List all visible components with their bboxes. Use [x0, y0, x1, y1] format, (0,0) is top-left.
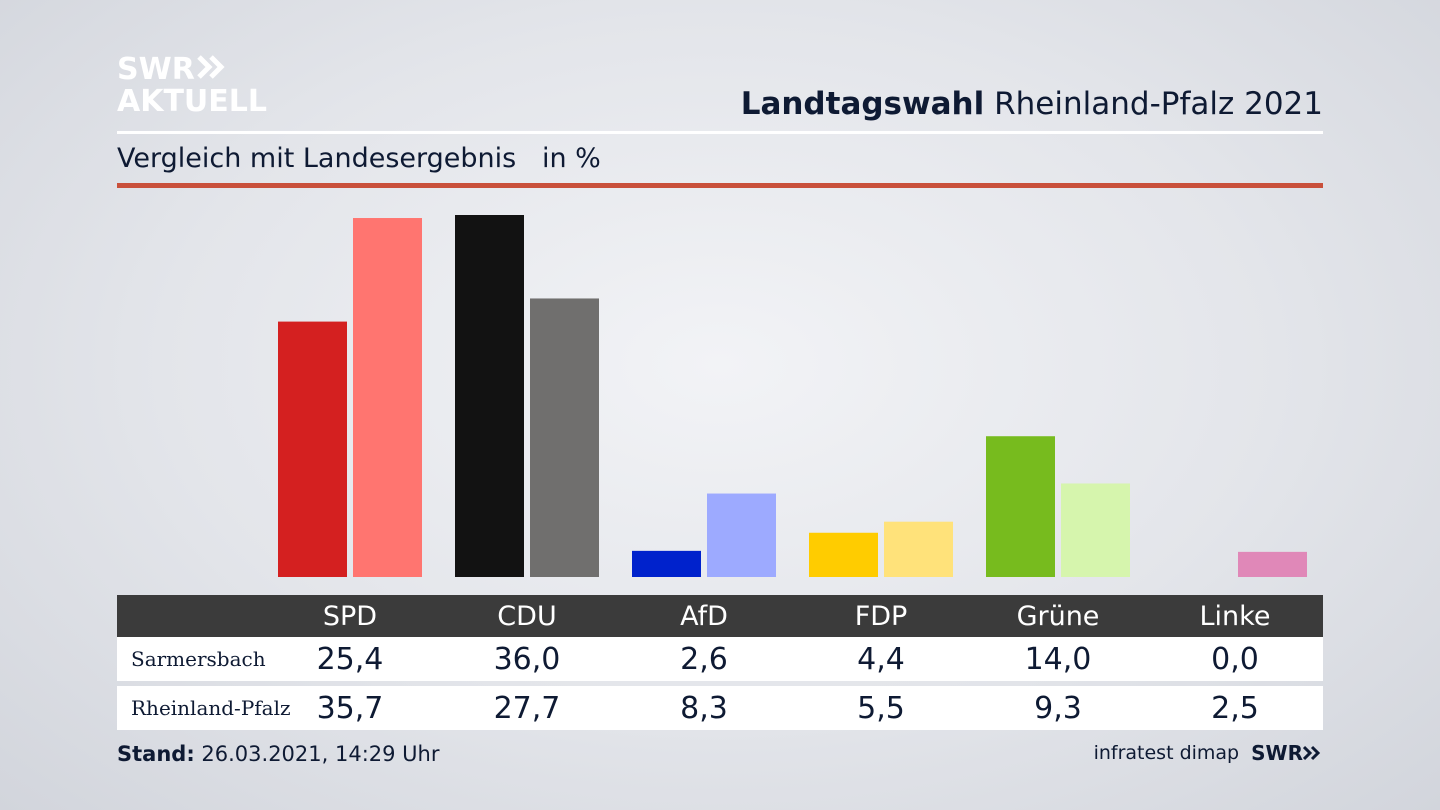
bar-spd-sarmersbach [278, 321, 347, 577]
column-header-linke: Linke [1199, 600, 1271, 632]
table-cell-linke: 0,0 [1211, 641, 1259, 677]
bar-spd-rheinland-pfalz [353, 218, 422, 577]
table-cell-cdu: 36,0 [493, 641, 561, 677]
source-credit: infratest dimap SWR [1094, 741, 1323, 765]
table-row-sarmersbach: Sarmersbach 25,4 36,0 2,6 4,4 14,0 0,0 [117, 637, 1323, 681]
bar-fdp-rheinland-pfalz [884, 521, 953, 577]
header-divider [117, 131, 1323, 134]
swr-brand: SWR [1251, 741, 1323, 765]
title-rest: Rheinland-Pfalz 2021 [984, 86, 1323, 122]
table-cell-fdp: 4,4 [857, 641, 905, 677]
bar-cdu-sarmersbach [455, 215, 524, 577]
swr-brand-text: SWR [1251, 741, 1303, 765]
table-cell-afd: 2,6 [680, 641, 728, 677]
page-title: Landtagswahl Rheinland-Pfalz 2021 [741, 86, 1323, 122]
table-cell-spd: 35,7 [316, 690, 384, 726]
table-cell-fdp: 5,5 [857, 690, 905, 726]
bar-cdu-rheinland-pfalz [530, 298, 599, 577]
stand-value: 26.03.2021, 14:29 Uhr [194, 742, 440, 766]
logo-swr-text: SWR [117, 52, 195, 87]
table-cell-afd: 8,3 [680, 690, 728, 726]
table-row-rheinland-pfalz: Rheinland-Pfalz 35,7 27,7 8,3 5,5 9,3 2,5 [117, 686, 1323, 730]
column-header-afd: AfD [680, 600, 728, 632]
accent-rule [117, 183, 1323, 188]
row-label: Rheinland-Pfalz [131, 696, 291, 720]
bar-afd-sarmersbach [632, 550, 701, 577]
bar-grüne-sarmersbach [986, 436, 1055, 577]
bar-grüne-rheinland-pfalz [1061, 483, 1130, 577]
column-header-spd: SPD [322, 600, 378, 632]
source-text: infratest dimap [1093, 742, 1240, 764]
stand-label: Stand: [117, 742, 195, 766]
table-cell-grüne: 14,0 [1024, 641, 1092, 677]
results-table: SPD CDU AfD FDP Grüne Linke Sarmersbach 25,4 3… [117, 595, 1323, 730]
table-cell-spd: 25,4 [316, 641, 384, 677]
table-cell-linke: 2,5 [1211, 690, 1259, 726]
timestamp: Stand: 26.03.2021, 14:29 Uhr [117, 742, 440, 766]
table-header: SPD CDU AfD FDP Grüne Linke [117, 595, 1323, 637]
column-header-fdp: FDP [854, 600, 908, 632]
double-chevron-icon [1303, 745, 1321, 761]
bar-linke-rheinland-pfalz [1238, 551, 1307, 577]
bar-chart [278, 215, 1307, 577]
bar-afd-rheinland-pfalz [707, 493, 776, 577]
row-label: Sarmersbach [131, 647, 266, 671]
subtitle: Vergleich mit Landesergebnis in % [117, 143, 601, 174]
logo-aktuell-text: AKTUELL [117, 84, 268, 119]
table-cell-cdu: 27,7 [493, 690, 561, 726]
title-bold: Landtagswahl [740, 86, 985, 122]
double-chevron-icon [197, 54, 227, 86]
column-header-cdu: CDU [497, 600, 557, 632]
bar-fdp-sarmersbach [809, 532, 878, 577]
table-cell-grüne: 9,3 [1034, 690, 1082, 726]
swr-aktuell-logo: SWR AKTUELL [117, 54, 267, 118]
column-header-grüne: Grüne [1016, 600, 1100, 632]
